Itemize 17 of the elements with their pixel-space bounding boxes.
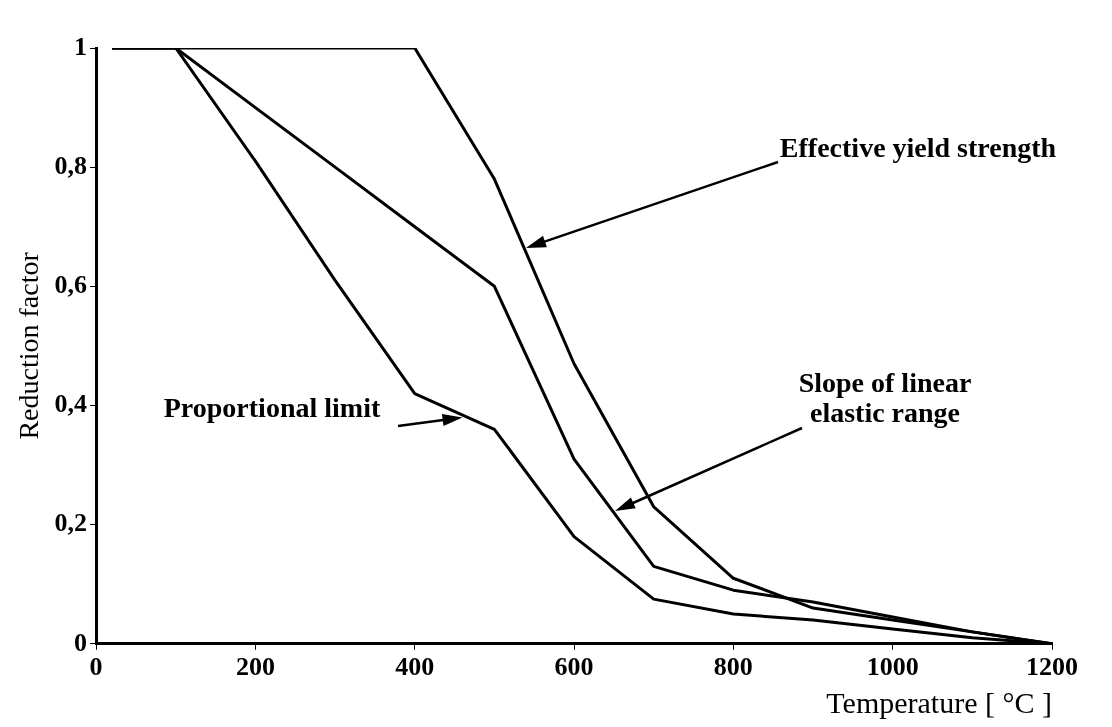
annotation: Proportional limit [163, 392, 381, 424]
x-tick-label: 600 [554, 652, 594, 682]
y-tick-label: 0,4 [54, 389, 88, 419]
x-tick-label: 1000 [866, 652, 919, 682]
y-tick-label: 1 [74, 31, 88, 61]
x-tick-label: 1200 [1026, 652, 1078, 682]
y-tick-label: 0,2 [54, 508, 88, 538]
x-axis-title: Temperature [ °C ] [826, 685, 1052, 719]
y-tick-label: 0,6 [54, 270, 88, 300]
annotation: Effective yield strength [779, 132, 1057, 164]
y-tick-label: 0,8 [54, 150, 88, 180]
x-tick-label: 400 [395, 652, 435, 682]
annotation: Slope of linear elastic range [798, 367, 972, 429]
y-tick-label: 0 [74, 627, 88, 657]
y-axis-title: Reduction factor [13, 251, 45, 440]
x-tick-label: 200 [235, 652, 275, 682]
x-tick-label: 800 [713, 652, 753, 682]
